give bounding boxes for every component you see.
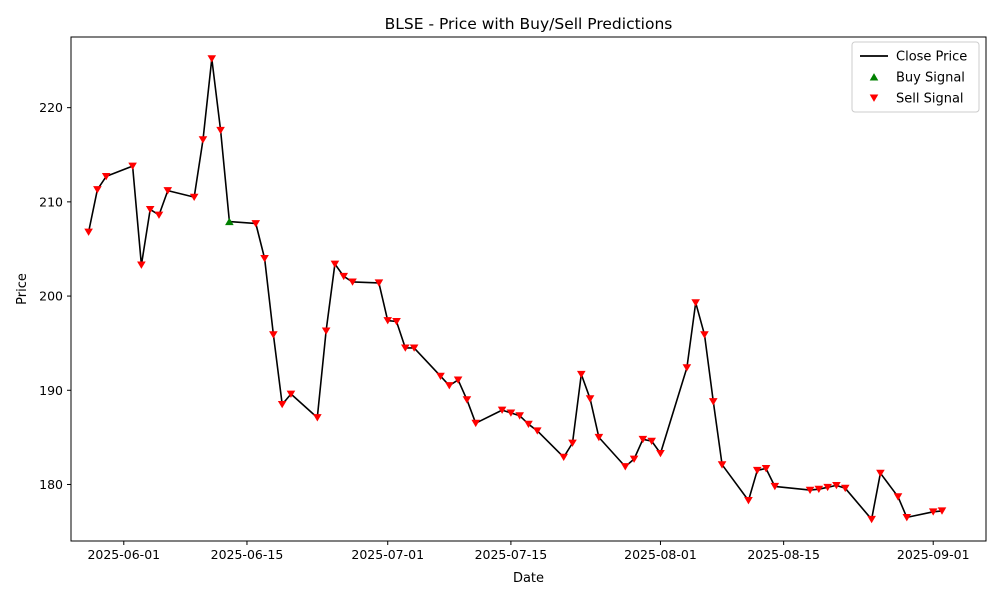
- sell-signal-marker: [585, 395, 595, 403]
- sell-signal-marker: [189, 193, 199, 202]
- sell-signal-marker: [216, 126, 225, 135]
- sell-signal-marker: [137, 261, 146, 269]
- sell-signal-marker: [339, 272, 349, 281]
- y-tick-label: 190: [39, 383, 63, 398]
- y-axis-label: Price: [15, 273, 30, 305]
- legend-marker-swatch: [869, 73, 879, 81]
- x-axis-label: Date: [513, 571, 544, 586]
- sell-signal-marker: [708, 398, 718, 406]
- sell-signal-marker: [576, 370, 586, 379]
- sell-signal-marker: [101, 172, 111, 181]
- sell-signal-marker: [207, 55, 217, 63]
- x-tick-label: 2025-06-01: [87, 547, 160, 562]
- sell-signal-marker: [893, 493, 903, 501]
- sell-signal-marker: [269, 331, 278, 339]
- sell-signal-marker: [876, 469, 885, 478]
- chart-title: BLSE - Price with Buy/Sell Predictions: [385, 15, 673, 33]
- sell-signal-marker: [752, 466, 762, 475]
- sell-signal-marker: [471, 419, 481, 428]
- sell-signal-marker: [594, 433, 604, 442]
- sell-signal-marker: [629, 455, 639, 463]
- sell-signal-marker: [620, 463, 630, 471]
- sell-signal-marker: [532, 427, 542, 435]
- x-tick-label: 2025-07-01: [351, 547, 424, 562]
- sell-signal-marker: [568, 439, 577, 447]
- sell-signal-marker: [286, 390, 296, 398]
- x-tick-label: 2025-08-01: [624, 547, 697, 562]
- sell-signal-marker: [805, 486, 815, 494]
- x-tick-label: 2025-09-01: [897, 547, 970, 562]
- buy-signal-marker: [225, 217, 234, 226]
- sell-signal-marker: [93, 186, 102, 194]
- plot-area-frame: [70, 36, 987, 542]
- sell-signal-marker: [445, 382, 454, 390]
- sell-signal-marker: [251, 220, 261, 228]
- sell-signal-marker: [330, 260, 340, 268]
- sell-signal-marker: [321, 327, 331, 335]
- sell-signal-marker: [515, 412, 525, 420]
- legend-box: [851, 41, 980, 113]
- sell-signal-marker: [163, 187, 173, 195]
- y-axis: 180 190 200 210 220: [39, 100, 71, 492]
- sell-signal-marker: [497, 406, 507, 414]
- y-tick-label: 220: [39, 100, 63, 115]
- x-tick-label: 2025-08-15: [747, 547, 820, 562]
- sell-signal-marker: [84, 228, 93, 236]
- signal-markers: [84, 55, 947, 524]
- legend-entry-label: Buy Signal: [896, 71, 965, 86]
- sell-signal-marker: [313, 414, 322, 422]
- sell-signal-marker: [401, 344, 410, 352]
- sell-signal-marker: [348, 278, 357, 286]
- x-axis: 2025-06-01 2025-06-15 2025-07-01 2025-07-15…: [87, 541, 970, 562]
- sell-signal-marker: [832, 481, 841, 490]
- sell-signal-marker: [524, 420, 533, 429]
- sell-signal-marker: [145, 205, 155, 214]
- sell-signal-marker: [277, 400, 287, 409]
- sell-signal-marker: [691, 299, 700, 307]
- sell-signal-marker: [638, 435, 648, 444]
- sell-signal-marker: [383, 317, 393, 325]
- sell-signal-marker: [700, 331, 709, 339]
- sell-signal-marker: [744, 497, 753, 505]
- close-price-line: [87, 57, 943, 521]
- sell-signal-marker: [409, 344, 419, 352]
- sell-signal-marker: [814, 485, 824, 494]
- sell-signal-marker: [436, 372, 445, 381]
- y-tick-label: 200: [39, 289, 63, 304]
- legend: Close Price Buy Signal Sell Signal: [851, 41, 980, 113]
- x-tick-label: 2025-07-15: [475, 547, 548, 562]
- sell-signal-marker: [392, 318, 401, 326]
- sell-signal-marker: [647, 437, 656, 446]
- legend-entry-label: Close Price: [896, 50, 967, 65]
- sell-signal-marker: [770, 482, 780, 491]
- sell-signal-marker: [374, 279, 384, 287]
- sell-signal-marker: [559, 453, 568, 462]
- sell-signal-marker: [453, 376, 463, 384]
- legend-marker-swatch: [869, 94, 879, 102]
- sell-signal-marker: [928, 508, 938, 516]
- sell-signal-marker: [154, 211, 164, 219]
- sell-signal-marker: [682, 364, 692, 372]
- sell-signal-marker: [506, 409, 516, 417]
- y-tick-label: 210: [39, 194, 63, 209]
- x-tick-label: 2025-06-15: [211, 547, 284, 562]
- sell-signal-marker: [761, 465, 771, 473]
- sell-signal-marker: [937, 507, 947, 515]
- sell-signal-marker: [656, 449, 665, 458]
- sell-signal-marker: [128, 162, 137, 170]
- sell-signal-marker: [198, 136, 208, 144]
- sell-signal-marker: [867, 515, 876, 524]
- legend-entry-label: Sell Signal: [896, 92, 964, 107]
- sell-signal-marker: [823, 483, 832, 492]
- sell-signal-marker: [462, 396, 472, 404]
- sell-signal-marker: [260, 254, 269, 263]
- sell-signal-marker: [840, 484, 850, 493]
- sell-signal-marker: [717, 461, 727, 469]
- y-tick-label: 180: [39, 477, 63, 492]
- sell-signal-marker: [902, 514, 912, 522]
